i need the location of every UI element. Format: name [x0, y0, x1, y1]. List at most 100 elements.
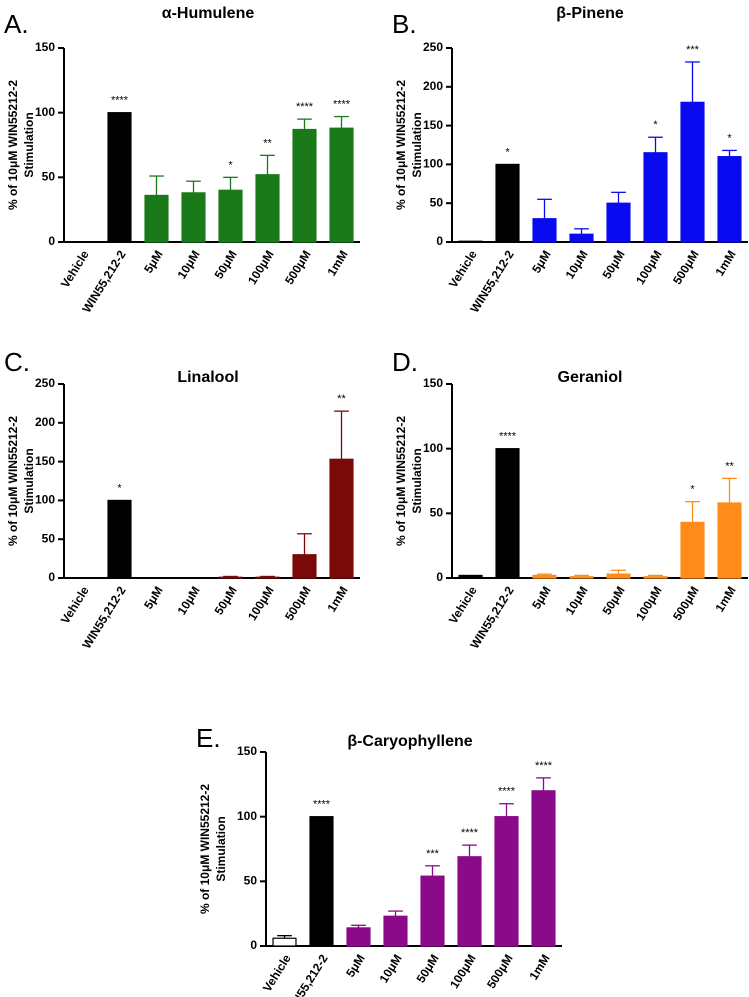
bar-5: [643, 576, 668, 579]
x-tick-label: 10μM: [175, 584, 203, 617]
y-axis-label: % of 10μM WIN55212-2: [6, 80, 20, 210]
panel-letter: D.: [392, 347, 418, 377]
y-axis-label: Stimulation: [410, 112, 424, 177]
y-tick-label: 100: [423, 441, 443, 455]
x-tick-label: Vehicle: [446, 584, 480, 627]
y-axis-label: Stimulation: [22, 448, 36, 513]
significance-label: ****: [499, 431, 517, 443]
y-axis-label: Stimulation: [214, 816, 228, 881]
x-tick-label: Vehicle: [58, 584, 92, 627]
x-tick-label: 10μM: [377, 952, 405, 985]
x-tick-label: 5μM: [343, 952, 368, 980]
y-axis-label: % of 10μM WIN55212-2: [6, 416, 20, 546]
significance-label: ****: [333, 99, 351, 111]
bar-4: [218, 576, 243, 579]
bar-1: [495, 448, 520, 579]
y-axis-label: % of 10μM WIN55212-2: [394, 416, 408, 546]
x-tick-label: 1mM: [712, 584, 738, 615]
bar-7: [717, 156, 742, 243]
chart-panel-4: E. β-Caryophyllene % of 10μM WIN55212-2 Sti…: [196, 723, 562, 997]
x-tick-label: 500μM: [670, 584, 702, 623]
bar-1: [107, 499, 132, 579]
panel-letter: E.: [196, 723, 221, 753]
x-tick-label: 100μM: [245, 584, 277, 623]
significance-label: ****: [296, 101, 314, 113]
bar-1: [495, 163, 520, 243]
y-axis-label: % of 10μM WIN55212-2: [394, 80, 408, 210]
bar-0: [458, 240, 483, 243]
x-tick-label: 50μM: [212, 584, 240, 617]
x-tick-label: 10μM: [563, 584, 591, 617]
significance-label: **: [263, 137, 272, 149]
x-tick-label: 5μM: [529, 248, 554, 276]
panel-letter: C.: [4, 347, 30, 377]
x-tick-label: Vehicle: [58, 248, 92, 291]
significance-label: ****: [498, 786, 516, 798]
significance-label: *: [228, 159, 233, 171]
chart-panel-0: A. α-Humulene % of 10μM WIN55212-2 Stimulat…: [4, 5, 360, 315]
y-tick-label: 100: [35, 493, 55, 507]
bar-6: [680, 521, 705, 579]
y-tick-label: 100: [35, 105, 55, 119]
x-tick-label: 50μM: [600, 248, 628, 281]
bar-5: [255, 174, 280, 243]
x-tick-label: 1mM: [526, 952, 552, 983]
bar-4: [218, 189, 243, 243]
bar-3: [383, 915, 408, 947]
significance-label: ****: [461, 827, 479, 839]
bar-5: [255, 576, 280, 579]
y-tick-label: 0: [436, 234, 443, 248]
bar-0: [272, 937, 297, 947]
significance-label: **: [725, 460, 734, 472]
x-tick-label: 500μM: [282, 248, 314, 287]
y-tick-label: 0: [436, 570, 443, 584]
panel-letter: A.: [4, 9, 29, 39]
chart-panel-3: D. Geraniol % of 10μM WIN55212-2 Stimulatio…: [392, 347, 748, 651]
bar-3: [569, 233, 594, 243]
bar-2: [346, 927, 371, 947]
x-tick-label: 50μM: [414, 952, 442, 985]
x-tick-label: 10μM: [563, 248, 591, 281]
bar-1: [309, 816, 334, 947]
y-axis-label: % of 10μM WIN55212-2: [198, 784, 212, 914]
significance-label: **: [337, 393, 346, 405]
y-tick-label: 200: [35, 415, 55, 429]
bar-7: [329, 458, 354, 579]
y-tick-label: 0: [48, 570, 55, 584]
bar-3: [181, 192, 206, 243]
x-tick-label: 100μM: [447, 952, 479, 991]
bar-4: [606, 573, 631, 579]
x-tick-label: 100μM: [245, 248, 277, 287]
x-tick-label: 500μM: [282, 584, 314, 623]
significance-label: ****: [535, 760, 553, 772]
chart-title: α-Humulene: [162, 5, 255, 22]
y-tick-label: 250: [35, 376, 55, 390]
bar-2: [532, 218, 557, 243]
bar-3: [569, 576, 594, 579]
bar-2: [144, 194, 169, 243]
chart-panel-1: B. β-Pinene % of 10μM WIN55212-2 Stimulatio…: [392, 5, 748, 315]
y-tick-label: 150: [35, 40, 55, 54]
bar-6: [292, 128, 317, 243]
x-tick-label: 5μM: [141, 584, 166, 612]
y-tick-label: 50: [430, 506, 444, 520]
significance-label: ***: [426, 848, 440, 860]
bar-2: [532, 574, 557, 579]
x-tick-label: 5μM: [141, 248, 166, 276]
y-tick-label: 150: [237, 744, 257, 758]
significance-label: *: [505, 146, 510, 158]
bar-1: [107, 112, 132, 243]
y-tick-label: 50: [244, 874, 258, 888]
bar-5: [457, 856, 482, 947]
y-tick-label: 0: [48, 234, 55, 248]
x-tick-label: 100μM: [633, 248, 665, 287]
y-tick-label: 0: [250, 938, 257, 952]
y-axis-label: Stimulation: [22, 112, 36, 177]
x-tick-label: Vehicle: [260, 952, 294, 995]
significance-label: ****: [313, 799, 331, 811]
chart-title: Linalool: [177, 369, 238, 386]
significance-label: *: [117, 482, 122, 494]
y-tick-label: 250: [423, 40, 443, 54]
y-tick-label: 50: [430, 195, 444, 209]
